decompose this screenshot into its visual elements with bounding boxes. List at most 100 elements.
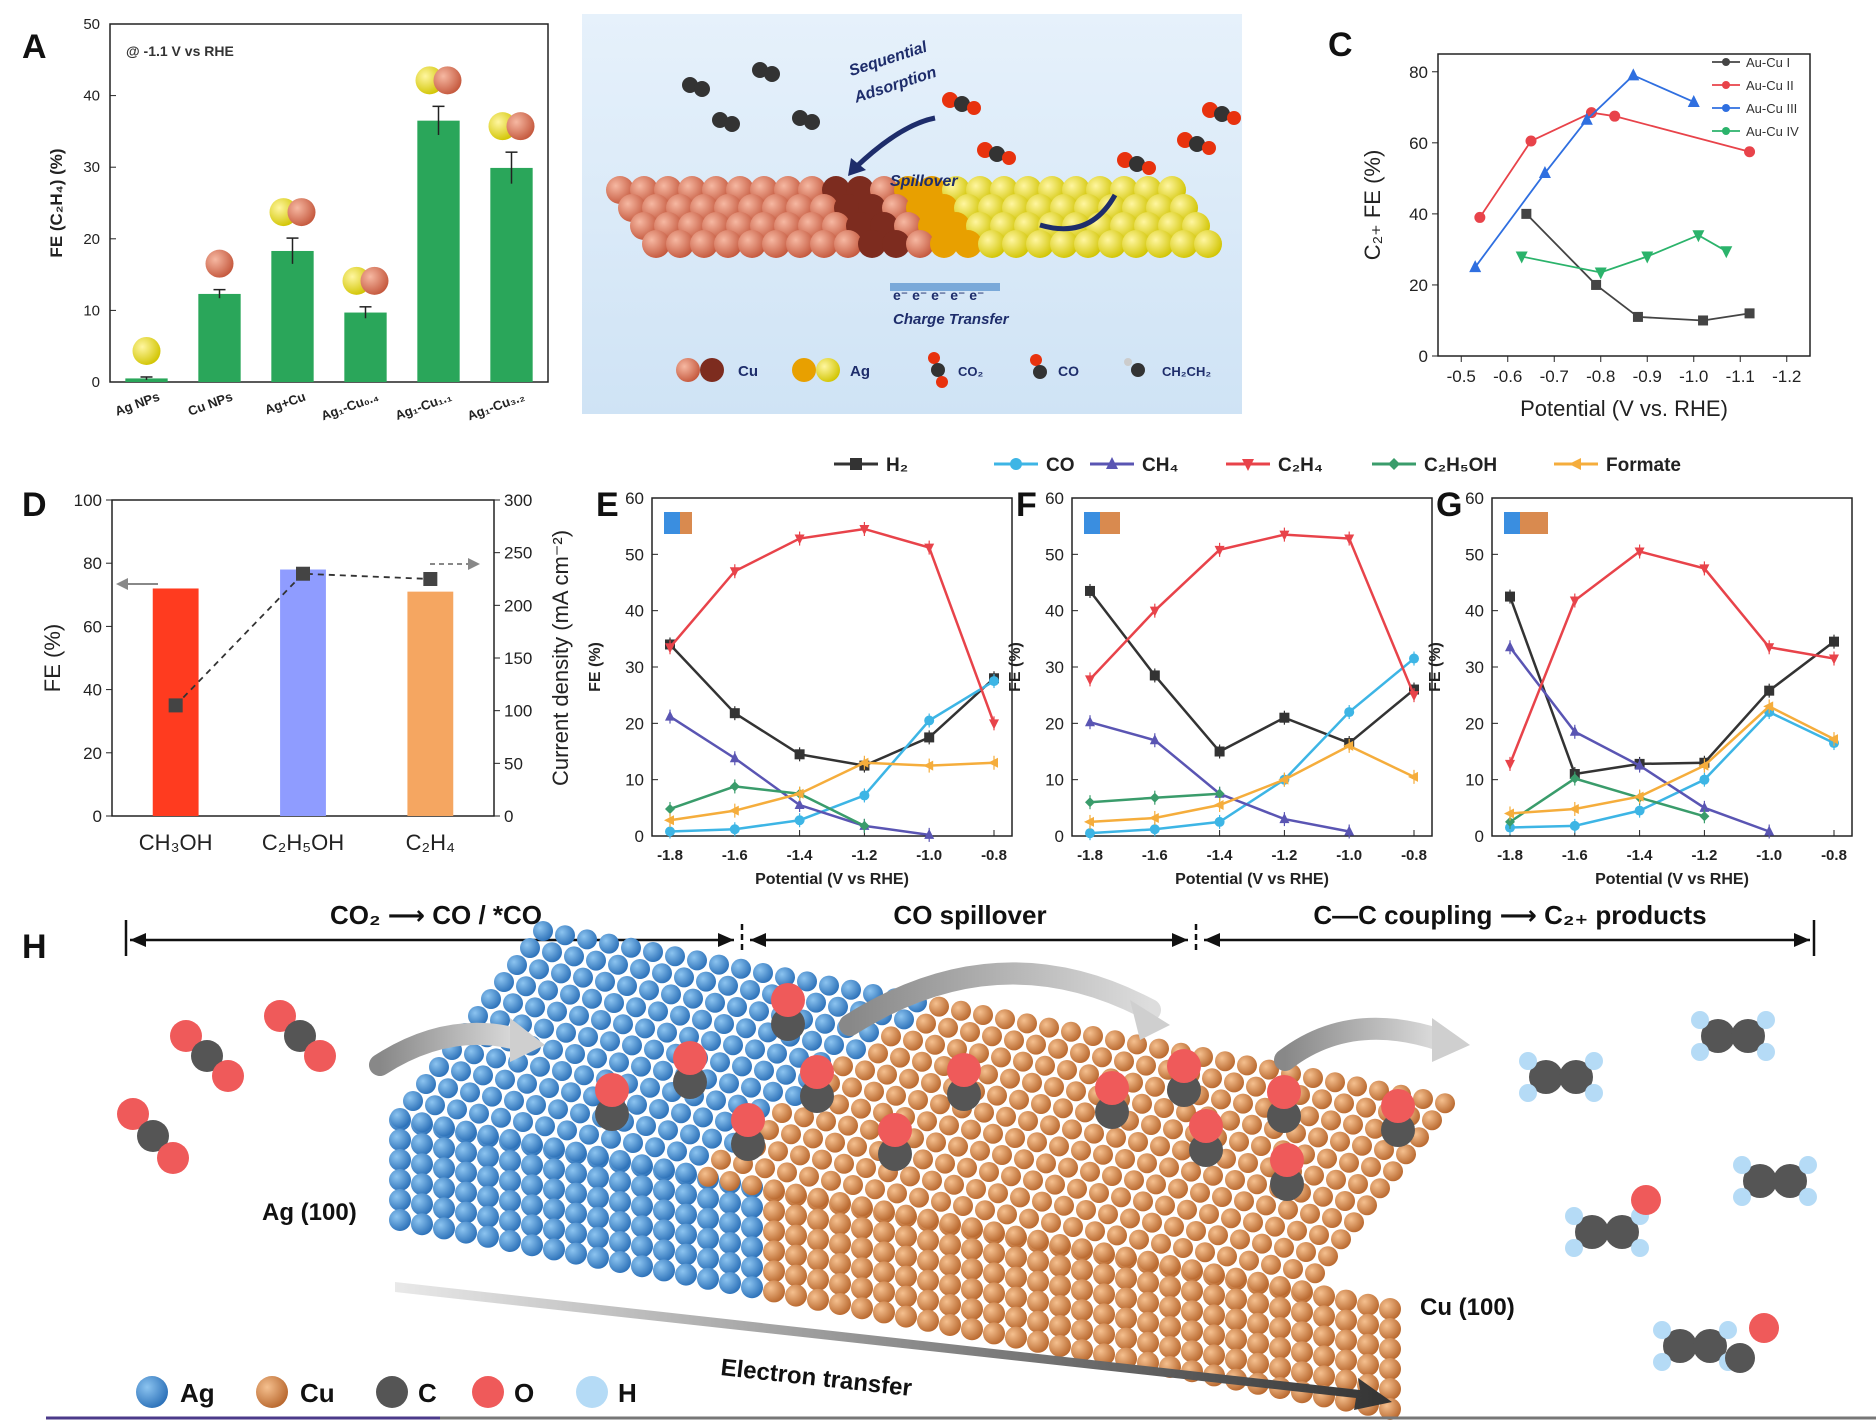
cu-atom-h [1318,1246,1338,1267]
cu-atom-h [851,1297,873,1320]
cu-atom-h [1211,1089,1231,1110]
ag-atom-b [1170,230,1198,258]
ag-atom-h [639,980,659,1001]
ag-atom-h [389,1209,411,1231]
ag-atom-h [635,1018,655,1039]
ag-atom-h [543,1238,565,1261]
cu-atom-h [829,1293,851,1315]
cu-atom-h [807,1208,829,1231]
cu-atom-h [1018,1111,1038,1131]
chart-a: 0 10 20 30 40 50 @ -1.1 V vs RHE FE (C₂H₄) (%) A… [47,16,549,423]
ag-atom-h [776,1064,796,1085]
cu-atom-h [938,1017,958,1038]
cu-atom-h [1154,1098,1174,1118]
cu-atom-h [1093,1323,1115,1346]
cu-atom-h [1335,1369,1357,1392]
x-tick-label-c: -0.9 [1633,367,1662,386]
c-atom [673,1065,707,1099]
molecule-atom-b [1214,106,1230,122]
cu-atom-h [1181,1161,1201,1182]
stage-2-label: CO spillover [893,900,1046,930]
legend-label-c: Au-Cu IV [1746,124,1799,139]
marker [1634,547,1645,558]
ag-atom-h [653,1060,673,1081]
ag-atom-h [697,1267,719,1290]
cu-atom-h [983,1302,1005,1325]
y-tick-label: 10 [625,771,644,790]
marker [1569,820,1580,831]
ag-atom-h [566,1141,586,1162]
ag-atom-h [529,959,549,980]
x-tick-label-c: -1.0 [1679,367,1708,386]
ag-atom-h [433,1137,455,1160]
y-tick-label: 40 [625,602,644,621]
annotation-a: @ -1.1 V vs RHE [126,43,234,59]
legend-label-efg: CH₄ [1142,455,1179,476]
cu-atom-h [962,1217,982,1238]
ag-atom-b [1002,230,1030,258]
x-tick-label: -1.4 [1207,847,1234,864]
marker [1569,596,1580,607]
cu-atom-h [917,1269,939,1292]
y-axis-label-a: FE (C₂H₄) (%) [47,148,66,257]
y-axis-label: FE (%) [1427,642,1444,692]
marker [729,708,740,719]
ag-atom-h [557,1120,577,1141]
cu-atom-h [1270,1276,1290,1296]
series-line [669,761,995,822]
c-atom [1701,1019,1735,1053]
ag-atom-h [631,1195,653,1218]
c-atom [1529,1060,1563,1094]
legend-label-efg: Formate [1606,455,1681,476]
ag-atom-h [534,1018,554,1039]
o-atom [771,983,805,1017]
cu-atom-h [983,1123,1003,1144]
ag-atom-h [565,1162,587,1185]
marker [1505,641,1515,652]
ag-atom-h [714,1014,734,1034]
x-tick-label-c: -0.6 [1493,367,1522,386]
cu-atom-h [1137,1153,1157,1174]
catalyst-icon-ag [1084,512,1100,534]
cu-atom-b [810,230,838,258]
ag-atom-h [806,992,826,1013]
y-axis-label: FE (%) [1007,642,1024,692]
electron-transfer-label: Electron transfer [719,1354,913,1402]
y-tick-label-a: 20 [83,231,100,248]
h-atom [1691,1011,1709,1029]
cu-atom-h [1115,1267,1137,1290]
cu-atom-h [900,1166,920,1187]
ag-atom-h [573,967,593,988]
marker [665,803,675,814]
cu-atom-h [886,1085,906,1106]
current-density-point-d [296,566,310,581]
ag-atom-h [586,950,606,971]
legend-ag-ball-2 [816,358,840,382]
x-axis-label: Potential (V vs RHE) [1595,871,1749,888]
marker [1699,774,1710,785]
marker [850,458,862,470]
cu-atom-h [1159,1316,1181,1338]
chart-g: 0 10 20 30 40 50 60 -1.8 -1.6 -1.4 -1.2 -1.0 -0.8 Pot… [1427,489,1853,888]
y2-tick-label-d: 250 [504,544,532,563]
ag-atom-h [507,955,527,975]
cu-atom-h [763,1260,785,1283]
cu-atom-h [803,1128,823,1149]
o-atom [1631,1185,1661,1215]
bar-a [271,250,314,382]
cu-atom-h [1160,1255,1180,1275]
ag-atom-h [569,1005,589,1026]
ag-atom-h [653,1179,675,1202]
cu-atom-h [996,1106,1016,1127]
molecule-atom-b [1202,141,1216,155]
cu-atom-h [838,1115,858,1136]
ag-atom-h [741,1216,763,1239]
legend-ag-ball-1 [792,358,816,382]
cu-atom-h [921,1073,941,1093]
marker [1085,797,1095,808]
ag-atom-h [477,1205,499,1228]
ag-atom-h [543,1039,563,1060]
cu-atom-h [979,1162,999,1182]
legend-marker-c [1722,58,1730,66]
y-tick-label: 50 [1045,545,1064,564]
